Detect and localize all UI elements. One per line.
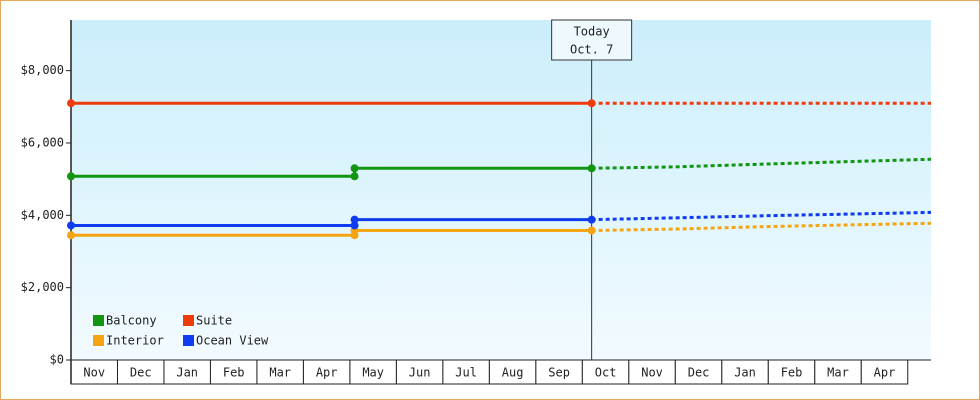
y-tick-label: $0 (50, 353, 64, 367)
y-tick-label: $4,000 (21, 208, 64, 222)
x-tick-label: Oct (595, 366, 617, 380)
x-tick-label: Dec (688, 366, 710, 380)
x-tick-label: Dec (130, 366, 152, 380)
month-cell (581, 359, 630, 385)
point (67, 172, 75, 181)
month-cell (674, 359, 723, 385)
x-tick-label: Aug (502, 366, 524, 380)
x-tick-label: May (362, 366, 384, 380)
point (587, 99, 596, 108)
legend-swatch (183, 335, 194, 346)
x-tick-label: Apr (874, 366, 896, 380)
legend-swatch (183, 315, 194, 326)
point (587, 164, 596, 173)
x-tick-label: Jul (455, 366, 477, 380)
legend-swatch (93, 335, 104, 346)
month-cell (395, 359, 444, 385)
today-label: Oct. 7 (570, 43, 613, 57)
point (350, 164, 359, 173)
point (350, 215, 359, 224)
point (67, 221, 75, 230)
x-tick-label: Jan (176, 366, 198, 380)
plot-area (71, 20, 931, 360)
x-tick-label: Nov (83, 366, 105, 380)
legend-label: Interior (106, 334, 164, 348)
legend-label: Ocean View (196, 334, 269, 348)
x-tick-label: Apr (316, 366, 338, 380)
month-cell (860, 359, 909, 385)
x-tick-label: Mar (269, 366, 291, 380)
point (67, 99, 75, 108)
x-tick-label: Jun (409, 366, 431, 380)
month-cell (814, 359, 862, 385)
point (587, 226, 596, 235)
x-tick-label: Mar (827, 366, 849, 380)
legend-label: Suite (196, 314, 232, 328)
y-tick-label: $6,000 (21, 135, 64, 149)
legend-swatch (93, 315, 104, 326)
x-tick-label: Feb (223, 366, 245, 380)
month-cell (721, 359, 769, 385)
x-tick-label: Feb (781, 366, 803, 380)
y-tick-label: $8,000 (21, 63, 64, 77)
today-label: Today (574, 25, 610, 39)
x-tick-label: Nov (641, 366, 663, 380)
point (350, 221, 359, 230)
point (587, 215, 596, 224)
today-box (551, 19, 633, 61)
y-tick-label: $2,000 (21, 280, 64, 294)
point (67, 231, 75, 240)
point (350, 172, 359, 181)
x-tick-label: Jan (734, 366, 756, 380)
x-tick-label: Sep (548, 366, 570, 380)
legend-label: Balcony (106, 314, 157, 328)
